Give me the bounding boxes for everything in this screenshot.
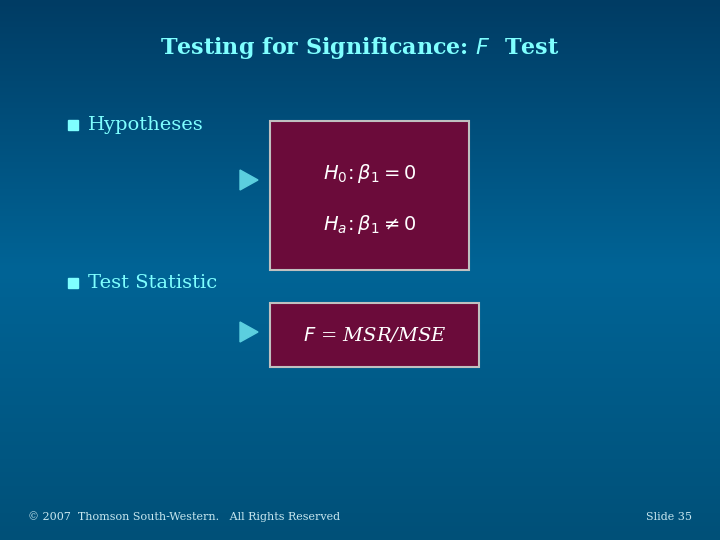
FancyBboxPatch shape (270, 121, 469, 270)
Text: $H_a\!: \beta_1 \neq 0$: $H_a\!: \beta_1 \neq 0$ (323, 213, 416, 236)
Text: Testing for Significance: $\mathit{F}$  Test: Testing for Significance: $\mathit{F}$ T… (161, 35, 559, 61)
Text: $\mathit{F}$ = MSR/MSE: $\mathit{F}$ = MSR/MSE (302, 326, 446, 345)
FancyBboxPatch shape (270, 303, 479, 367)
Bar (68, 120, 78, 130)
Text: Test Statistic: Test Statistic (88, 274, 217, 292)
Polygon shape (240, 322, 258, 342)
Text: Slide 35: Slide 35 (646, 512, 692, 522)
Bar (68, 278, 78, 288)
Text: $H_0\!: \beta_1 = 0$: $H_0\!: \beta_1 = 0$ (323, 162, 416, 185)
Text: Hypotheses: Hypotheses (88, 116, 204, 134)
Text: © 2007  Thomson South-Western.   All Rights Reserved: © 2007 Thomson South-Western. All Rights… (28, 511, 340, 522)
Polygon shape (240, 170, 258, 190)
